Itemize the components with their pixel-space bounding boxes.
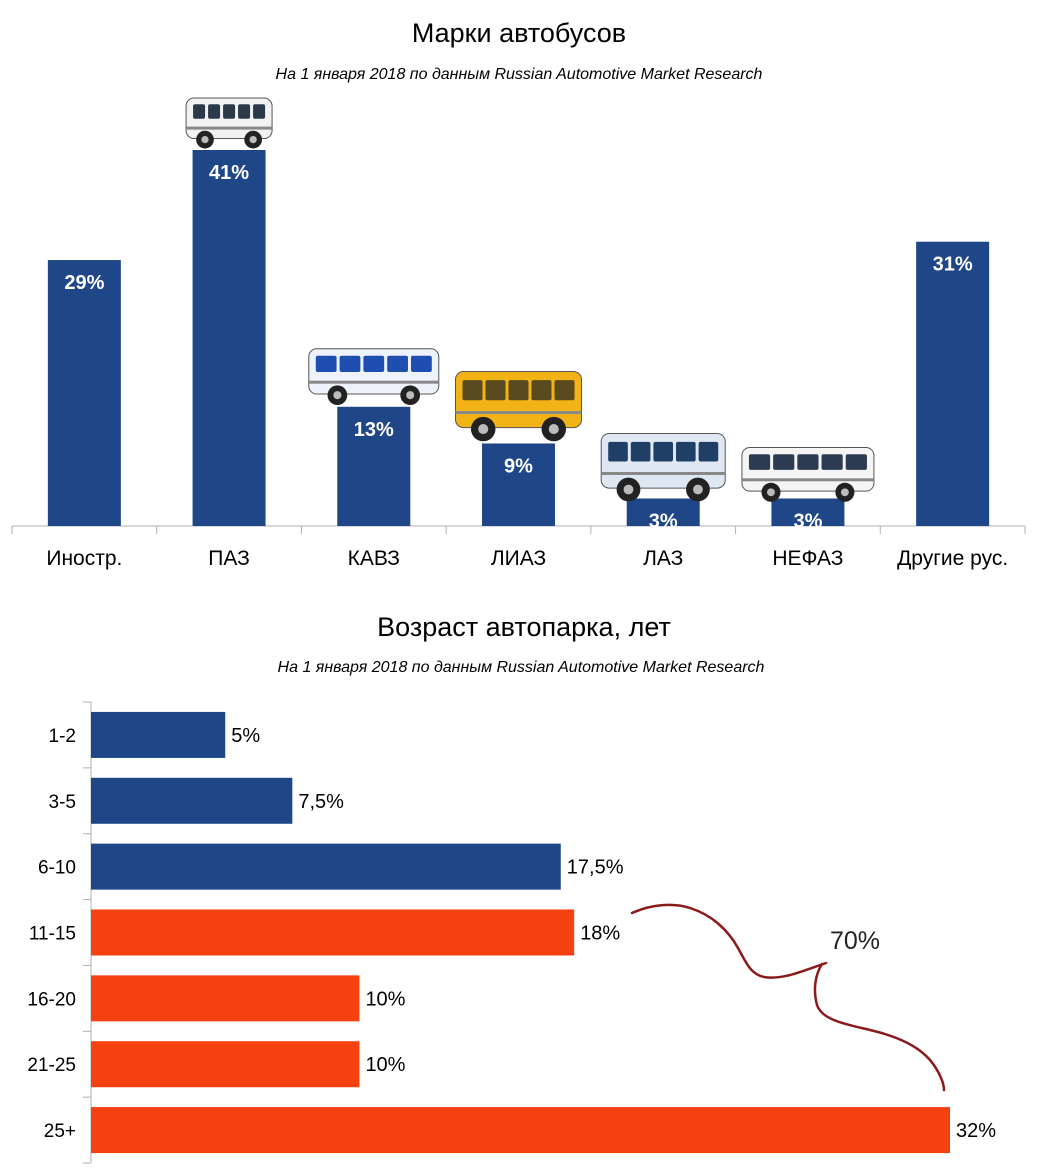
top-bar — [47, 260, 121, 526]
bus-kavz-icon — [308, 348, 440, 406]
top-chart-title: Марки автобусов — [412, 18, 626, 48]
bottom-y-tick-label: 21-25 — [27, 1055, 76, 1076]
bottom-y-tick-label: 25+ — [44, 1121, 76, 1142]
bottom-bar-data-label: 17,5% — [567, 857, 624, 879]
hand-drawn-annotation: 70% — [630, 903, 946, 1092]
bottom-y-tick-label: 16-20 — [27, 989, 76, 1010]
top-bar-data-label: 3% — [793, 510, 822, 532]
bus-nefaz-icon — [741, 446, 875, 502]
bottom-bar-data-label: 32% — [956, 1120, 996, 1142]
bottom-bar — [91, 843, 561, 890]
top-x-tick-label: ЛАЗ — [643, 547, 683, 570]
bottom-chart-title: Возраст автопарка, лет — [377, 612, 671, 642]
bus-laz-icon — [600, 432, 726, 502]
top-bar — [482, 443, 555, 526]
top-bar-data-label: 41% — [209, 162, 249, 184]
annotation-curve — [630, 903, 946, 1092]
top-bar — [337, 406, 411, 526]
bus-paz-icon — [185, 97, 273, 149]
bottom-chart-plot: 5% 1-2 7,5% 3-5 17,5% 6-10 18% 11-15 10% 16-20 10%… — [27, 701, 996, 1164]
top-chart-subtitle: На 1 января 2018 по данным Russian Autom… — [276, 66, 763, 83]
bottom-bar — [91, 1041, 360, 1088]
bottom-bar-data-label: 10% — [365, 988, 405, 1010]
top-chart-plot: 29% Иностр. 41% ПАЗ 13% КАВЗ 9% ЛИАЗ 3% ЛАЗ 3% НЕФА… — [11, 97, 1026, 570]
top-x-tick-label: ЛИАЗ — [491, 547, 546, 570]
bottom-bar — [91, 711, 226, 758]
bottom-bar-data-label: 10% — [365, 1054, 405, 1076]
bottom-y-tick-label: 6-10 — [38, 858, 76, 879]
bottom-bar — [91, 1107, 950, 1154]
annotation-label: 70% — [830, 927, 880, 955]
top-bar-data-label: 3% — [649, 510, 678, 532]
top-bar — [916, 241, 990, 526]
bottom-bar-data-label: 5% — [231, 725, 260, 747]
top-bar — [626, 498, 700, 526]
top-bar-data-label: 9% — [504, 455, 533, 477]
bottom-bar — [91, 975, 360, 1022]
bottom-y-tick-label: 3-5 — [49, 792, 76, 813]
bottom-bar — [91, 909, 575, 956]
bottom-chart-subtitle: На 1 января 2018 по данным Russian Autom… — [278, 659, 765, 676]
top-bar-data-label: 31% — [933, 254, 973, 276]
bottom-y-tick-label: 1-2 — [49, 726, 76, 747]
top-x-tick-label: Иностр. — [46, 547, 122, 570]
bus-liaz-icon — [455, 370, 582, 442]
top-x-tick-label: ПАЗ — [208, 547, 250, 570]
bottom-y-tick-label: 11-15 — [29, 924, 76, 945]
top-x-tick-label: Другие рус. — [897, 547, 1008, 570]
top-bar-data-label: 13% — [354, 419, 394, 441]
top-bar-data-label: 29% — [64, 272, 104, 294]
top-x-tick-label: НЕФАЗ — [772, 547, 843, 570]
top-x-tick-label: КАВЗ — [348, 547, 400, 570]
bottom-bar — [91, 777, 293, 824]
top-bar — [192, 150, 266, 526]
bottom-bar-data-label: 7,5% — [298, 791, 344, 813]
top-bar — [771, 498, 845, 526]
bottom-bar-data-label: 18% — [580, 923, 620, 945]
